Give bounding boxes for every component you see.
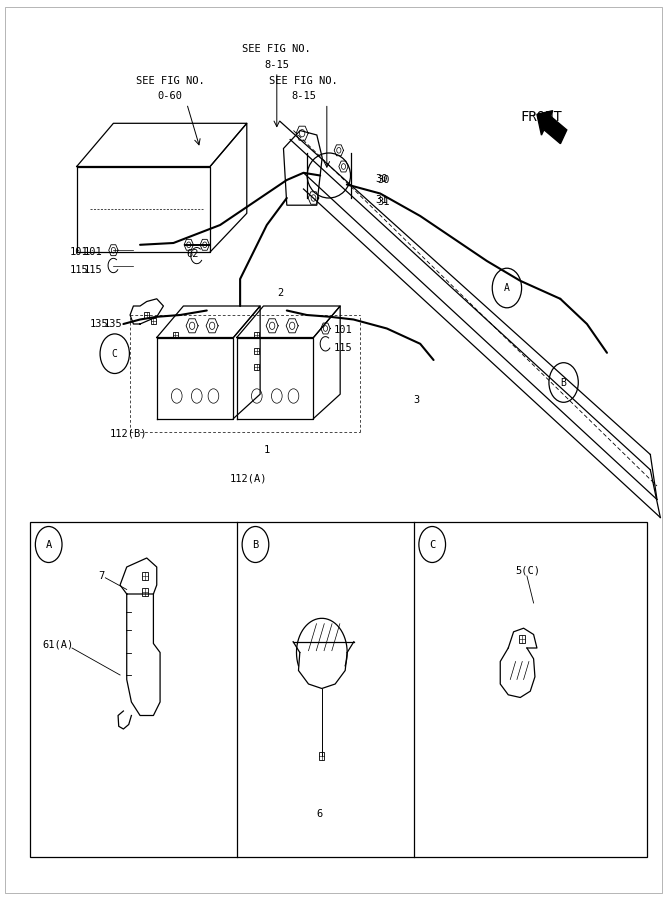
Text: A: A: [504, 283, 510, 293]
Text: 8-15: 8-15: [264, 59, 289, 70]
Text: 101: 101: [334, 325, 352, 336]
Bar: [30, 522, 647, 857]
Text: SEE FIG NO.: SEE FIG NO.: [242, 44, 311, 55]
Text: C: C: [429, 539, 436, 550]
Text: 7: 7: [99, 571, 105, 581]
Text: 135: 135: [90, 319, 109, 329]
Text: B: B: [252, 539, 259, 550]
Bar: [255, 331, 259, 338]
Bar: [255, 348, 259, 354]
Text: 112(A): 112(A): [230, 473, 267, 484]
Text: 101: 101: [84, 247, 103, 257]
FancyArrow shape: [537, 111, 567, 144]
Text: 31: 31: [376, 194, 388, 205]
Text: 2: 2: [277, 287, 283, 298]
Bar: [255, 364, 259, 371]
Text: 115: 115: [70, 265, 89, 275]
Circle shape: [208, 389, 219, 403]
Text: 6: 6: [317, 808, 323, 819]
Text: 8-15: 8-15: [291, 91, 316, 102]
Text: 135: 135: [104, 319, 123, 329]
Text: 5(C): 5(C): [516, 565, 540, 576]
Text: B: B: [561, 377, 566, 388]
Text: FRONT: FRONT: [520, 110, 562, 124]
Bar: [141, 572, 148, 580]
Text: 3: 3: [414, 395, 420, 406]
Circle shape: [288, 389, 299, 403]
Bar: [173, 331, 177, 338]
Text: 1: 1: [263, 445, 269, 455]
Text: SEE FIG NO.: SEE FIG NO.: [135, 76, 205, 86]
Bar: [519, 634, 526, 643]
Bar: [141, 589, 148, 597]
Text: SEE FIG NO.: SEE FIG NO.: [269, 76, 338, 86]
Text: 30: 30: [376, 174, 388, 184]
Bar: [319, 752, 324, 760]
Text: 115: 115: [334, 343, 352, 354]
Circle shape: [171, 389, 182, 403]
Text: 61(A): 61(A): [42, 639, 73, 650]
Text: 112(B): 112(B): [110, 428, 147, 439]
Bar: [144, 312, 149, 318]
Text: A: A: [45, 539, 52, 550]
Text: C: C: [112, 348, 117, 359]
Text: 31: 31: [377, 196, 390, 207]
Circle shape: [271, 389, 282, 403]
Text: 0-60: 0-60: [157, 91, 183, 102]
Circle shape: [251, 389, 262, 403]
Text: 115: 115: [84, 265, 103, 275]
Circle shape: [191, 389, 202, 403]
Bar: [151, 318, 156, 324]
Text: 101: 101: [70, 247, 89, 257]
Text: 62: 62: [187, 248, 199, 259]
Text: 30: 30: [377, 175, 390, 185]
